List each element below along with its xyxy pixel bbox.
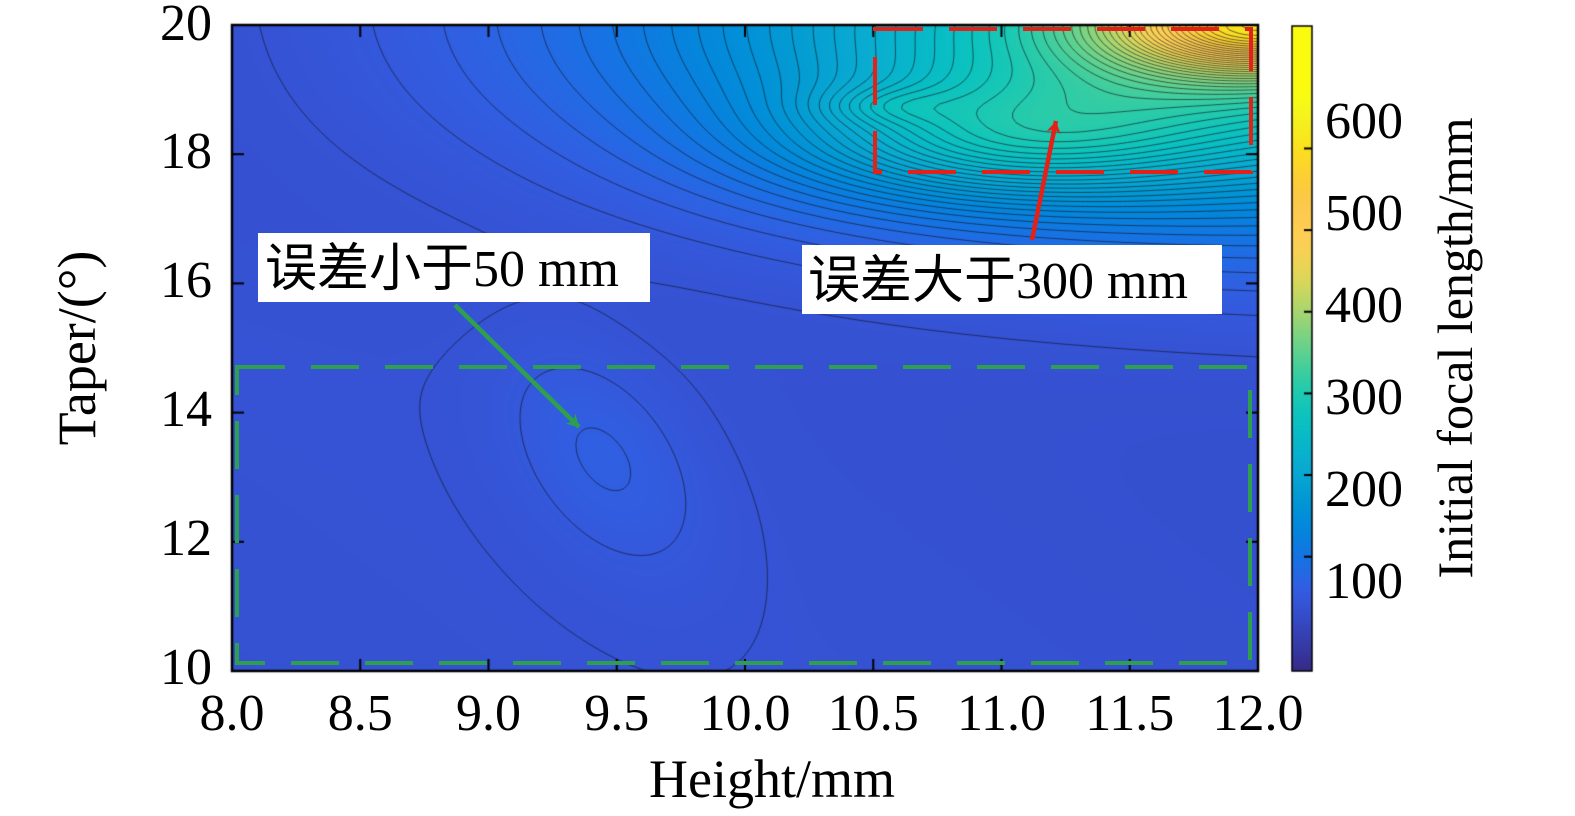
svg-text:20: 20 bbox=[160, 0, 212, 52]
svg-text:400: 400 bbox=[1325, 277, 1403, 334]
svg-text:误差大于300 mm: 误差大于300 mm bbox=[808, 253, 1188, 310]
svg-text:Taper/(°): Taper/(°) bbox=[47, 251, 107, 446]
svg-text:10: 10 bbox=[160, 639, 212, 696]
svg-text:Height/mm: Height/mm bbox=[649, 749, 895, 809]
svg-text:200: 200 bbox=[1325, 461, 1403, 518]
svg-text:12.0: 12.0 bbox=[1213, 685, 1304, 742]
svg-text:8.5: 8.5 bbox=[328, 685, 393, 742]
svg-text:9.5: 9.5 bbox=[584, 685, 649, 742]
svg-text:11.0: 11.0 bbox=[957, 685, 1046, 742]
svg-text:10.5: 10.5 bbox=[828, 685, 919, 742]
svg-text:300: 300 bbox=[1325, 369, 1403, 426]
svg-text:Initial focal length/mm: Initial focal length/mm bbox=[1427, 117, 1483, 578]
svg-text:600: 600 bbox=[1325, 93, 1403, 150]
svg-text:14: 14 bbox=[160, 381, 212, 438]
svg-text:9.0: 9.0 bbox=[456, 685, 521, 742]
svg-text:11.5: 11.5 bbox=[1085, 685, 1174, 742]
svg-text:10.0: 10.0 bbox=[700, 685, 791, 742]
svg-text:16: 16 bbox=[160, 252, 212, 309]
svg-text:误差小于50 mm: 误差小于50 mm bbox=[265, 241, 619, 298]
svg-text:18: 18 bbox=[160, 123, 212, 180]
svg-text:500: 500 bbox=[1325, 185, 1403, 242]
svg-text:100: 100 bbox=[1325, 553, 1403, 610]
svg-text:12: 12 bbox=[160, 510, 212, 567]
